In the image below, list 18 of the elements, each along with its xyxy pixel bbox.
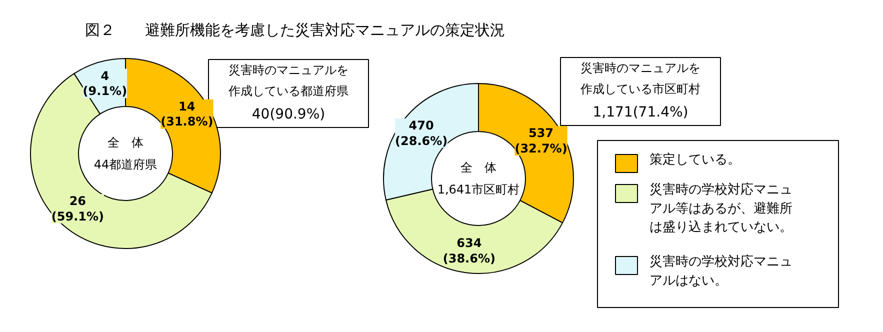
text: 全 体 <box>108 136 144 150</box>
text: 全 体 <box>460 160 496 174</box>
data-label: 26 (59.1%) <box>51 194 104 224</box>
data-label: 537 (32.7%) <box>514 126 568 156</box>
data-label: 4 (9.1%) <box>82 68 128 98</box>
text: 災害時のマニュアルを作成している都道府県 <box>228 63 348 98</box>
text: 災害時のマニュアルを作成している市区町村 <box>580 61 700 96</box>
legend-label: 策定している。 <box>650 152 740 168</box>
text: 1,641市区町村 <box>437 182 520 196</box>
legend-label: 災害時の学校対応マニュアルはない。 <box>650 254 792 288</box>
text: 40(90.9%) <box>252 106 326 122</box>
data-label: 470 (28.6%) <box>395 118 448 148</box>
text: 図２ 避難所機能を考慮した災害対応マニュアルの策定状況 <box>84 20 505 41</box>
data-label: 634 (38.6%) <box>442 236 496 266</box>
legend-label: 災害時の学校対応マニュアル等はあるが、避難所は盛り込まれていない。 <box>650 182 792 235</box>
text: 44都道府県 <box>94 158 158 172</box>
text: 1,171(71.4%) <box>592 104 688 120</box>
data-label: 14 (31.8%) <box>160 99 214 129</box>
